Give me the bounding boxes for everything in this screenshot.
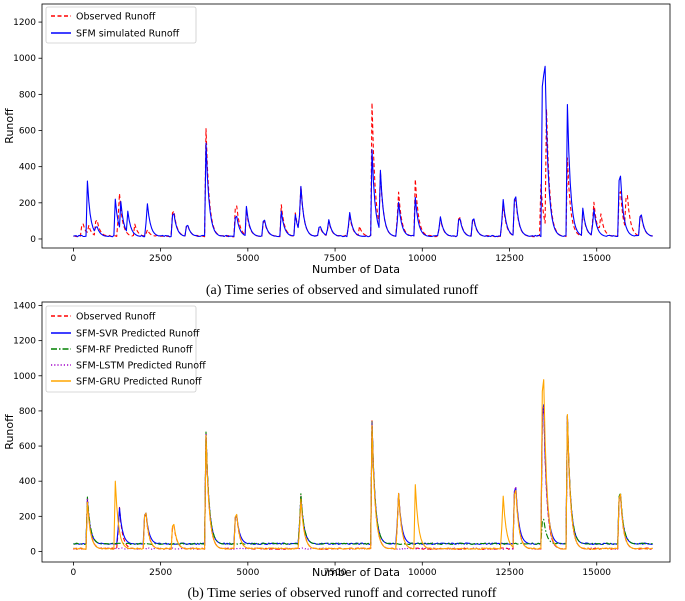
y-tick-label: 0 bbox=[30, 547, 36, 557]
panel-b-series bbox=[73, 379, 653, 550]
y-tick-label: 200 bbox=[19, 199, 36, 209]
panel-b-caption: (b) Time series of observed runoff and c… bbox=[188, 586, 497, 601]
legend-sfm-label: SFM simulated Runoff bbox=[76, 29, 180, 40]
x-tick-label: 7500 bbox=[324, 568, 347, 578]
series-line-sfm-simulated-runoff bbox=[73, 65, 653, 238]
y-tick-label: 1200 bbox=[13, 18, 36, 28]
x-tick-label: 15000 bbox=[582, 254, 611, 264]
x-tick-label: 2500 bbox=[149, 568, 172, 578]
x-tick-label: 7500 bbox=[324, 254, 347, 264]
panel-b-legend: Observed Runoff SFM-SVR Predicted Runoff… bbox=[45, 305, 206, 393]
series-line-sfm-gru-predicted-runoff bbox=[73, 379, 653, 550]
legend-b-svr-label: SFM-SVR Predicted Runoff bbox=[76, 329, 200, 340]
y-tick-label: 1400 bbox=[13, 302, 36, 312]
panel-a-ylabel: Runoff bbox=[3, 108, 16, 144]
legend-b-rf-label: SFM-RF Predicted Runoff bbox=[76, 345, 193, 356]
x-tick-label: 0 bbox=[71, 568, 77, 578]
panel-a: 0 2500 5000 7500 10000 12500 15000 0 200 400 600 80… bbox=[3, 3, 671, 298]
y-tick-label: 400 bbox=[19, 163, 36, 173]
x-tick-label: 10000 bbox=[408, 568, 437, 578]
panel-a-legend: Observed Runoff SFM simulated Runoff bbox=[45, 6, 197, 44]
x-tick-label: 15000 bbox=[582, 568, 611, 578]
x-tick-label: 12500 bbox=[495, 254, 524, 264]
y-tick-label: 200 bbox=[19, 512, 36, 522]
panel-b-legend-box bbox=[45, 305, 197, 393]
panel-a-ticks: 0 2500 5000 7500 10000 12500 15000 0 200 400 600 80… bbox=[13, 18, 611, 264]
y-tick-label: 800 bbox=[19, 407, 36, 417]
y-tick-label: 1000 bbox=[13, 372, 36, 382]
panel-b-ylabel: Runoff bbox=[3, 414, 16, 450]
x-tick-label: 5000 bbox=[236, 568, 259, 578]
panel-a-caption: (a) Time series of observed and simulate… bbox=[206, 283, 479, 298]
legend-b-gru-label: SFM-GRU Predicted Runoff bbox=[76, 377, 202, 388]
y-tick-label: 600 bbox=[19, 442, 36, 452]
x-tick-label: 5000 bbox=[236, 254, 259, 264]
panel-b-ticks: 0 2500 5000 7500 10000 12500 15000 0 200 400 600 80… bbox=[13, 302, 611, 578]
panel-a-xlabel: Number of Data bbox=[312, 263, 400, 276]
y-tick-label: 1200 bbox=[13, 337, 36, 347]
panel-a-legend-box bbox=[45, 6, 197, 44]
legend-b-observed-label: Observed Runoff bbox=[76, 312, 156, 323]
x-tick-label: 0 bbox=[71, 254, 77, 264]
x-tick-label: 10000 bbox=[408, 254, 437, 264]
panel-a-series bbox=[73, 65, 653, 238]
y-tick-label: 0 bbox=[30, 235, 36, 245]
y-tick-label: 400 bbox=[19, 477, 36, 487]
series-line-sfm-rf-predicted-runoff bbox=[73, 414, 653, 545]
y-tick-label: 1000 bbox=[13, 54, 36, 64]
x-tick-label: 12500 bbox=[495, 568, 524, 578]
y-tick-label: 800 bbox=[19, 90, 36, 100]
panel-b: 0 2500 5000 7500 10000 12500 15000 0 200 400 600 80… bbox=[3, 302, 671, 601]
legend-observed-label: Observed Runoff bbox=[76, 12, 156, 23]
y-tick-label: 600 bbox=[19, 127, 36, 137]
x-tick-label: 2500 bbox=[149, 254, 172, 264]
legend-b-lstm-label: SFM-LSTM Predicted Runoff bbox=[76, 361, 206, 372]
panel-b-xlabel: Number of Data bbox=[312, 566, 400, 579]
